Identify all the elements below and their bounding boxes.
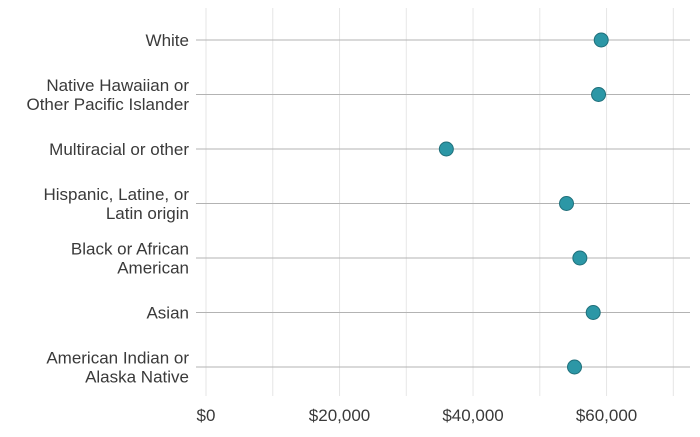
x-tick-label: $60,000: [576, 406, 637, 425]
x-tick-label: $40,000: [442, 406, 503, 425]
data-point: [559, 196, 574, 211]
x-axis-tick-labels: $0 $20,000 $40,000 $60,000: [197, 406, 638, 425]
category-label: Hispanic, Latine, or Latin origin: [43, 185, 189, 223]
grid: [205, 8, 674, 396]
x-tick-label: $0: [197, 406, 216, 425]
category-label: White: [146, 31, 189, 50]
category-label: Asian: [146, 304, 189, 323]
category-label: American Indian or Alaska Native: [46, 349, 189, 387]
data-point: [593, 32, 609, 48]
category-label: Black or African American: [71, 240, 189, 278]
data-point: [572, 250, 588, 266]
data-point: [591, 87, 607, 102]
data-point: [438, 141, 454, 157]
data-point: [567, 359, 583, 375]
category-label: Native Hawaiian or Other Pacific Islander: [26, 76, 189, 114]
data-points: [438, 32, 609, 375]
x-tick-label: $20,000: [309, 406, 370, 425]
data-point: [585, 305, 601, 320]
category-labels: White Native Hawaiian or Other Pacific Isl…: [26, 31, 189, 387]
category-label: Multiracial or other: [49, 140, 189, 159]
category-lines: [196, 39, 690, 368]
